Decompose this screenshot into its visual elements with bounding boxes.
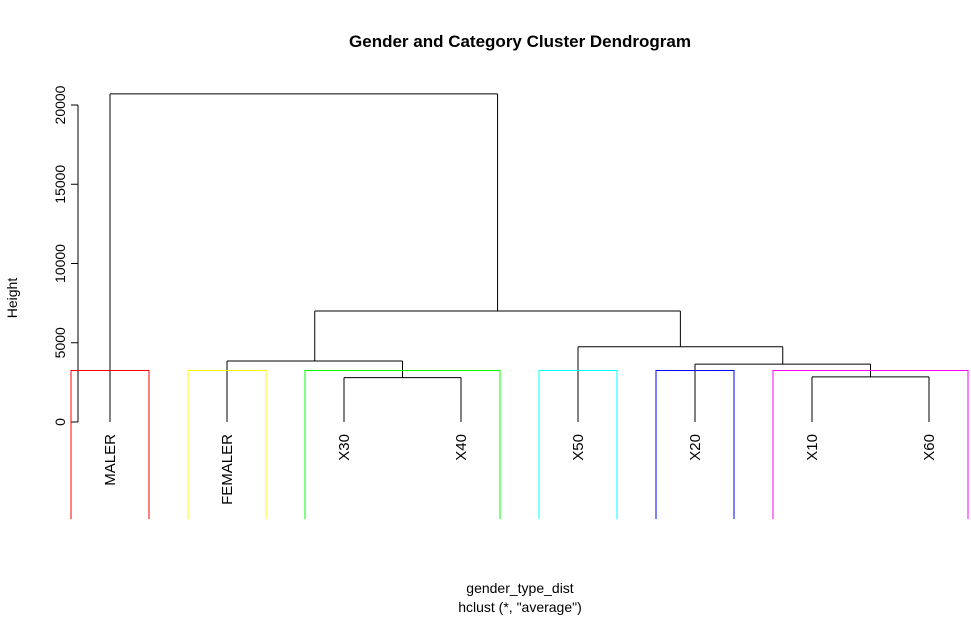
cluster-rectangles <box>70 369 969 519</box>
y-tick-label: 15000 <box>52 165 68 204</box>
leaf-label: X40 <box>453 434 470 461</box>
leaf-label: FEMALER <box>219 434 236 505</box>
cluster-rect <box>70 369 150 519</box>
y-tick-label: 5000 <box>52 327 68 358</box>
leaf-label: X20 <box>687 434 704 461</box>
leaf-label: X60 <box>921 434 938 461</box>
leaf-label: X30 <box>336 434 353 461</box>
chart-title: Gender and Category Cluster Dendrogram <box>349 32 691 51</box>
y-tick-label: 20000 <box>52 85 68 124</box>
leaf-label: X10 <box>804 434 821 461</box>
cluster-rect <box>304 369 501 519</box>
y-axis: 0 5000 10000 15000 20000 <box>52 85 79 426</box>
y-tick-label: 0 <box>52 418 68 426</box>
x-axis-label: gender_type_dist <box>466 580 574 596</box>
dendrogram-branches <box>109 93 930 422</box>
y-tick-label: 10000 <box>52 244 68 283</box>
leaf-label: MALER <box>102 434 119 486</box>
cluster-rect <box>538 369 618 519</box>
leaf-labels: MALER FEMALER X30 X40 X50 X20 X10 X60 <box>102 434 938 505</box>
y-axis-label: Height <box>4 278 20 319</box>
cluster-rect <box>772 369 969 519</box>
cluster-rect <box>655 369 735 519</box>
cluster-rect <box>187 369 267 519</box>
leaf-label: X50 <box>570 434 587 461</box>
x-axis-sublabel: hclust (*, "average") <box>458 599 582 615</box>
